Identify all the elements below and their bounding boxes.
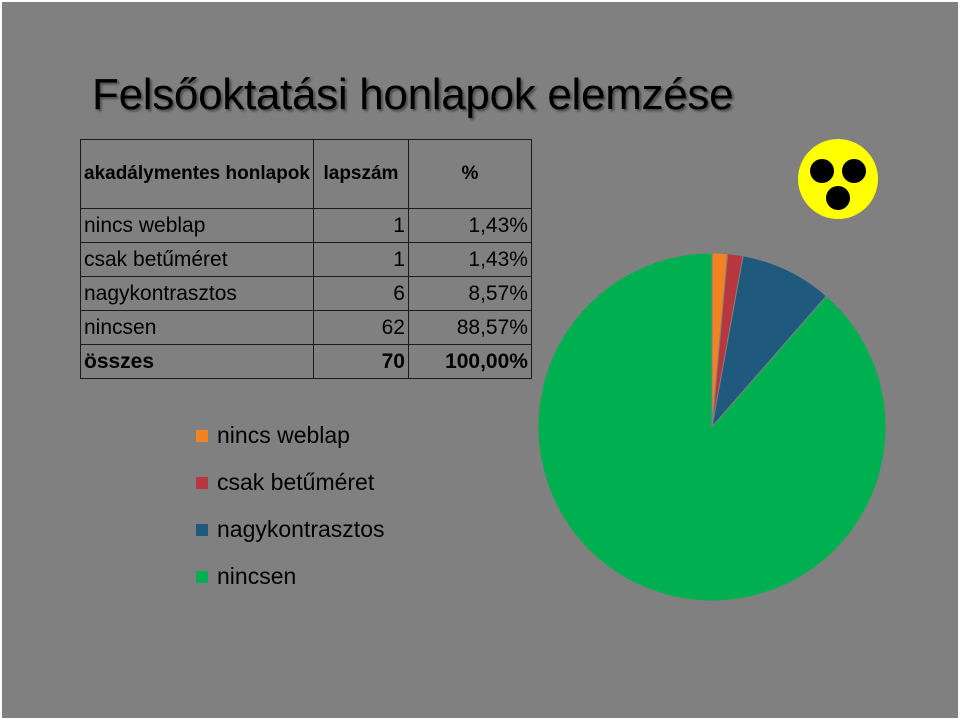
table-row: csak betűméret 1 1,43% xyxy=(80,242,532,277)
row-percent: 8,57% xyxy=(407,276,532,311)
table-header-row: akadálymentes honlapok lapszám % xyxy=(80,139,532,209)
total-label: összes xyxy=(80,344,314,379)
legend-label: nincs weblap xyxy=(217,422,350,448)
table-row: nincsen 62 88,57% xyxy=(80,310,532,345)
table-row: nagykontrasztos 6 8,57% xyxy=(80,276,532,311)
total-percent: 100,00% xyxy=(407,344,532,379)
row-label: nincsen xyxy=(80,310,314,345)
legend-label: nagykontrasztos xyxy=(217,516,385,542)
row-percent: 88,57% xyxy=(407,310,532,345)
legend-item: csak betűméret xyxy=(196,459,384,506)
legend-item: nagykontrasztos xyxy=(196,506,384,553)
legend-label: nincsen xyxy=(217,563,297,589)
table-total-row: összes 70 100,00% xyxy=(80,344,532,379)
row-count: 1 xyxy=(312,208,409,243)
pie-slice-nagykontrasztos xyxy=(711,255,828,429)
legend-swatch xyxy=(196,570,208,583)
row-label: nagykontrasztos xyxy=(80,276,314,311)
header-count: lapszám xyxy=(312,139,409,209)
row-percent: 1,43% xyxy=(407,242,532,277)
total-count: 70 xyxy=(312,344,409,379)
legend-swatch xyxy=(196,476,208,489)
header-percent: % xyxy=(407,139,532,209)
legend-item: nincsen xyxy=(196,553,384,600)
legend-swatch xyxy=(196,523,208,536)
blind-sign-icon xyxy=(798,139,878,219)
sign-background xyxy=(798,139,878,219)
row-label: csak betűméret xyxy=(80,242,314,277)
row-count: 62 xyxy=(312,310,409,345)
legend-item: nincs weblap xyxy=(196,412,384,459)
row-count: 1 xyxy=(312,242,409,277)
sign-dot xyxy=(842,159,866,183)
legend-label: csak betűméret xyxy=(217,469,375,495)
data-table: akadálymentes honlapok lapszám % nincs w… xyxy=(80,139,532,379)
legend-swatch xyxy=(196,429,208,442)
sign-dot xyxy=(810,159,834,183)
sign-dot xyxy=(826,186,850,210)
chart-legend: nincs weblap csak betűméret nagykontrasz… xyxy=(196,412,384,600)
pie-slice-nincsen xyxy=(537,252,887,602)
slide-title: Felsőoktatási honlapok elemzése xyxy=(92,70,734,119)
header-pages: akadálymentes honlapok xyxy=(80,139,314,209)
